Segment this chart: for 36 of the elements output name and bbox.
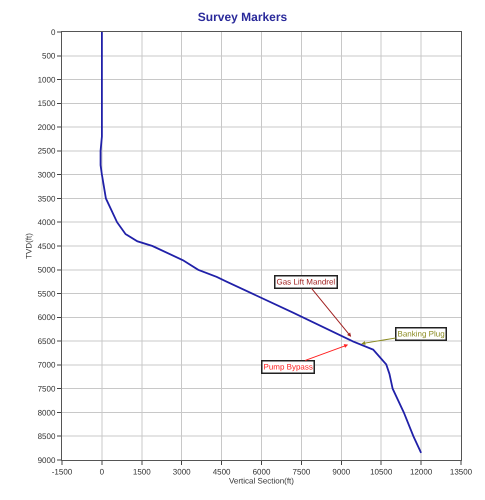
x-tick-label: 9000 bbox=[332, 468, 351, 477]
y-tick-label: 500 bbox=[42, 52, 56, 61]
x-tick-label: 3000 bbox=[172, 468, 192, 477]
y-tick-label: 9000 bbox=[38, 456, 56, 465]
x-tick-label: 6000 bbox=[252, 468, 271, 477]
x-tick-label: 12000 bbox=[410, 468, 433, 477]
y-tick-label: 3000 bbox=[38, 170, 56, 180]
x-tick-label: 7500 bbox=[292, 468, 311, 477]
y-tick-label: 4000 bbox=[38, 218, 56, 228]
x-tick-label: 10500 bbox=[370, 468, 393, 477]
y-tick-label: 8500 bbox=[38, 432, 56, 442]
x-axis-title: Vertical Section(ft) bbox=[229, 476, 294, 486]
annotation: Pump Bypass bbox=[264, 362, 313, 372]
chart-title: Survey Markers bbox=[198, 10, 288, 24]
annotation: Banking Plug bbox=[398, 330, 445, 338]
y-tick-label: 0 bbox=[50, 28, 56, 37]
y-axis-title: TVD(ft) bbox=[24, 232, 34, 259]
annotation: Gas Lift Mandrel bbox=[276, 278, 336, 286]
y-tick-label: 1000 bbox=[38, 75, 56, 84]
y-tick-label: 7500 bbox=[38, 384, 56, 394]
y-tick-label: 2000 bbox=[38, 122, 56, 132]
y-tick-label: 6500 bbox=[38, 336, 56, 346]
y-tick-label: 5500 bbox=[38, 289, 56, 298]
y-tick-label: 2500 bbox=[38, 146, 56, 156]
y-tick-label: 8000 bbox=[38, 408, 56, 418]
y-tick-label: 3500 bbox=[38, 194, 56, 204]
y-tick-label: 6000 bbox=[38, 313, 56, 322]
y-tick-label: 5000 bbox=[38, 266, 56, 275]
x-tick-label: 0 bbox=[100, 468, 105, 477]
x-tick-label: 13500 bbox=[450, 468, 473, 477]
x-tick-label: -1500 bbox=[52, 468, 73, 477]
x-tick-label: 4500 bbox=[212, 468, 232, 477]
x-tick-label: 1500 bbox=[132, 468, 152, 477]
y-tick-label: 7000 bbox=[38, 360, 56, 370]
y-tick-label: 1500 bbox=[38, 99, 56, 108]
y-tick-label: 4500 bbox=[38, 242, 56, 251]
